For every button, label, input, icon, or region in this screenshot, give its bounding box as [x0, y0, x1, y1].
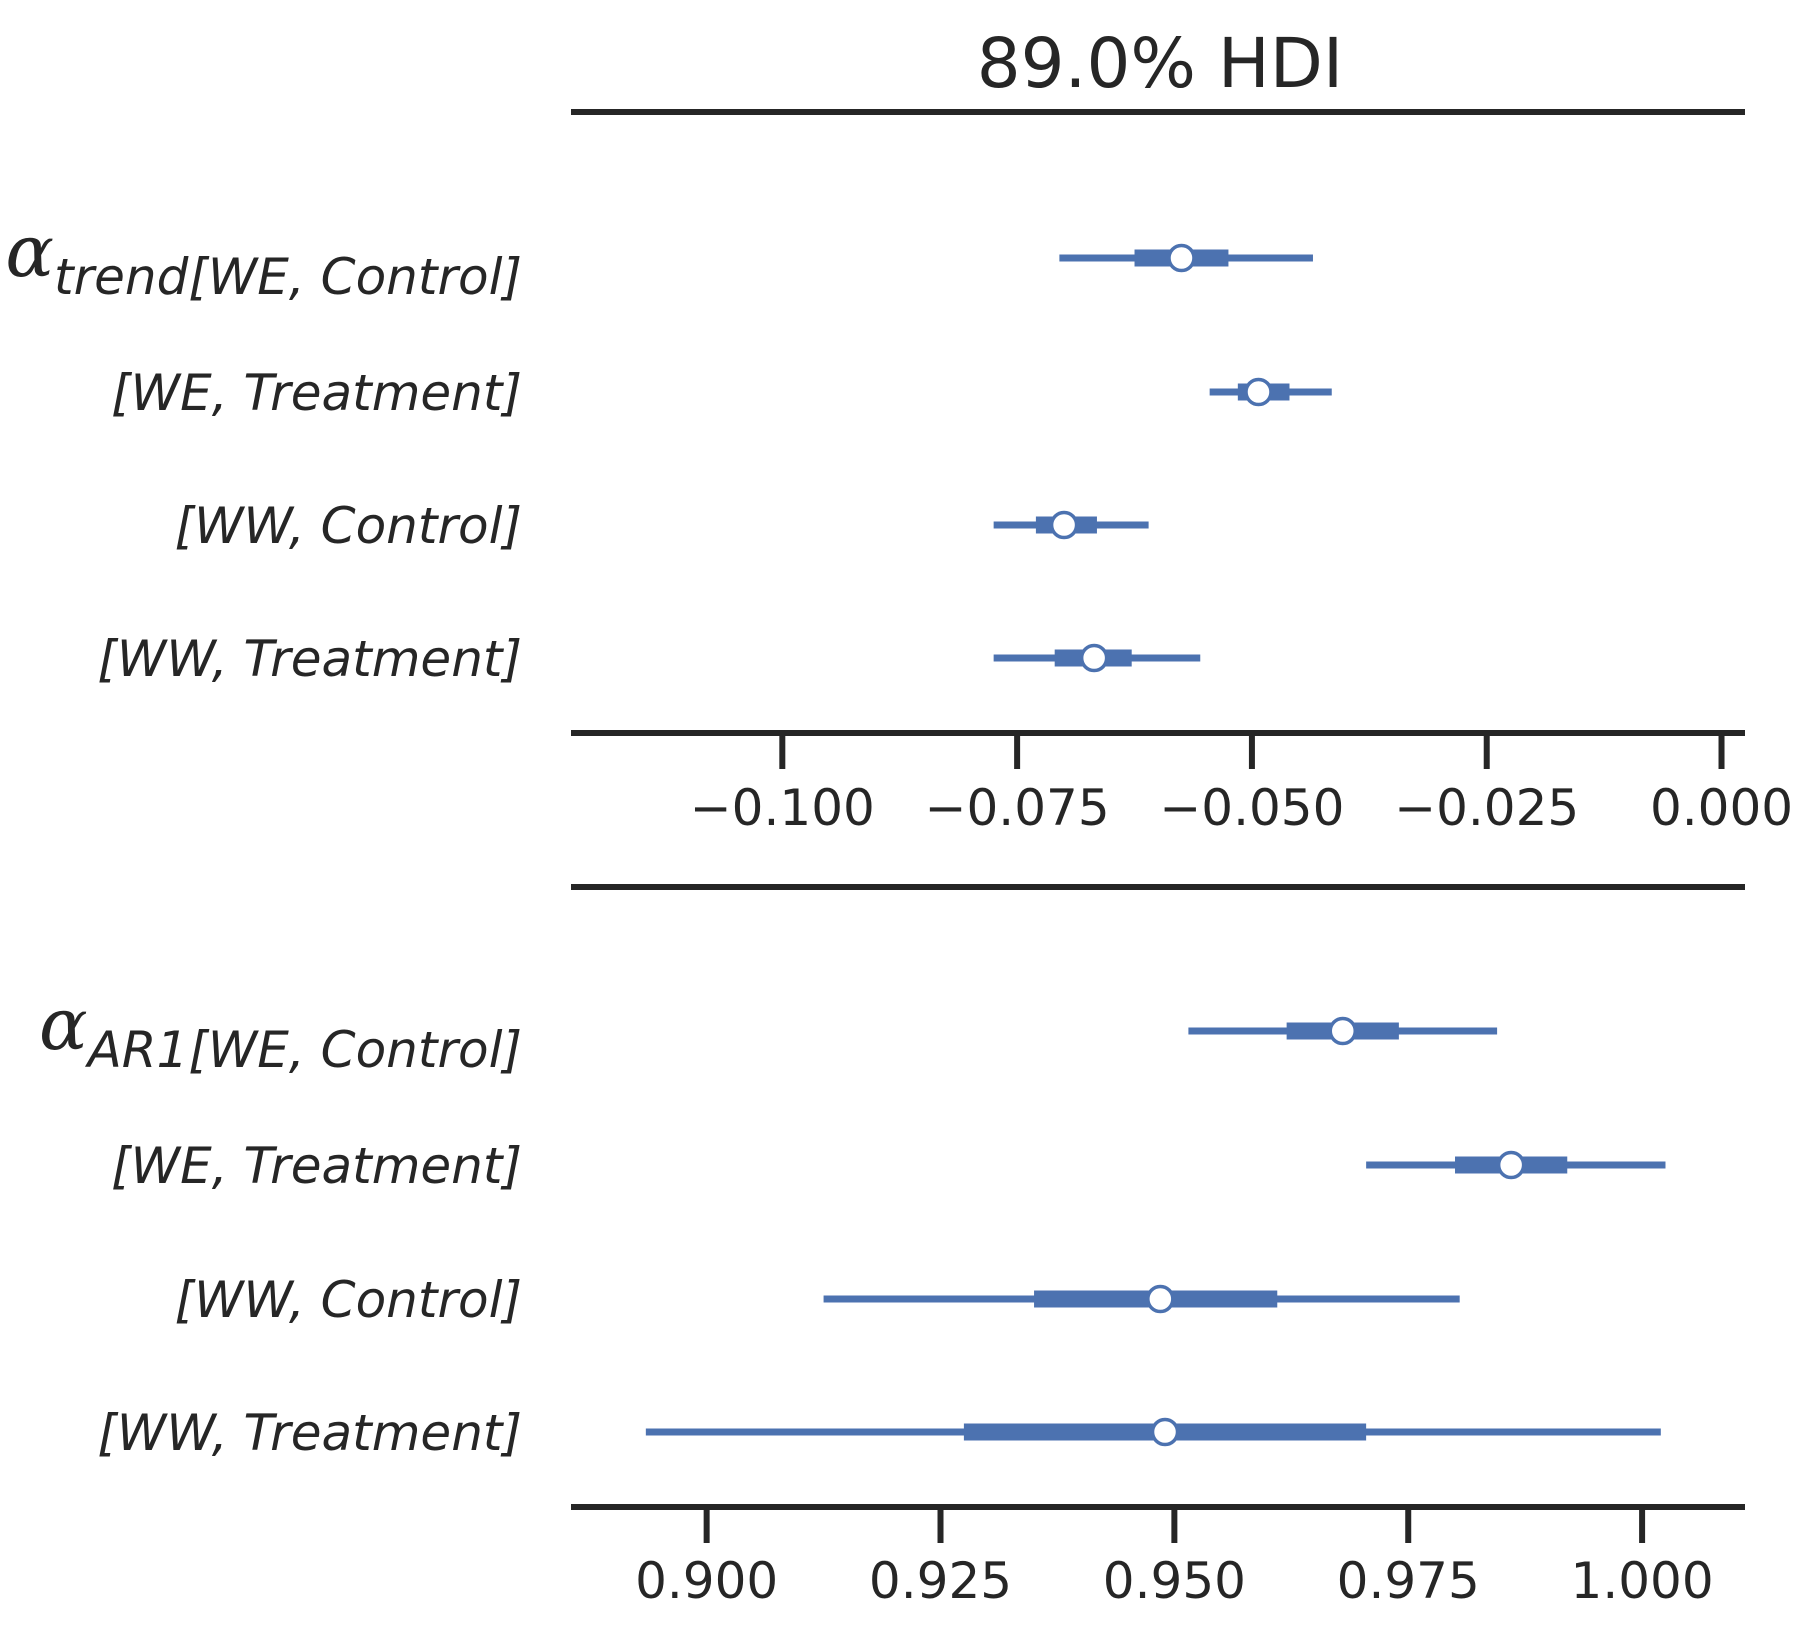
median-point: [1496, 1150, 1526, 1180]
row-label: [WE, Treatment]: [111, 1137, 522, 1195]
chart-title: 89.0% HDI: [977, 24, 1344, 104]
row-label: [WW, Control]: [175, 1271, 522, 1329]
x-tick-label: 1.000: [1571, 1552, 1714, 1610]
alpha-symbol: α: [5, 209, 54, 293]
row-label: [WE, Control]: [188, 1021, 522, 1079]
row-label: [WW, Treatment]: [97, 1404, 522, 1462]
median-point: [1150, 1417, 1180, 1447]
x-tick-label: 0.950: [1103, 1552, 1246, 1610]
x-tick-label: 0.000: [1650, 779, 1793, 837]
median-point: [1244, 377, 1273, 407]
row-label: [WW, Treatment]: [97, 630, 522, 688]
variable-subscript: AR1: [85, 1021, 189, 1079]
y-label-row: αtrend[WE, Control]: [5, 209, 522, 306]
median-point: [1049, 510, 1079, 540]
x-tick-label: 0.900: [635, 1552, 778, 1610]
x-tick-label: −0.025: [1394, 779, 1579, 837]
x-tick-label: −0.050: [1159, 779, 1344, 837]
row-label: [WE, Treatment]: [111, 364, 522, 422]
x-tick-label: 0.925: [869, 1552, 1012, 1610]
variable-subscript: trend: [54, 248, 189, 306]
x-tick-label: −0.075: [925, 779, 1110, 837]
row-label: [WW, Control]: [175, 497, 522, 555]
median-point: [1146, 1284, 1175, 1314]
median-point: [1079, 643, 1109, 673]
y-label-row: αAR1[WE, Control]: [39, 982, 522, 1079]
x-tick-label: 0.975: [1337, 1552, 1480, 1610]
panel-alpha-trend: −0.100 −0.075 −0.050 −0.025 0.000αtrend[WE, …: [5, 109, 1793, 837]
median-point: [1167, 243, 1196, 273]
x-tick-label: −0.100: [690, 779, 875, 837]
panel-alpha-ar1: 0.900 0.925 0.950 0.975 1.000 αAR1[WE, Contro…: [39, 884, 1745, 1610]
median-point: [1328, 1016, 1358, 1046]
row-label: [WE, Control]: [188, 248, 522, 306]
alpha-symbol: α: [39, 982, 88, 1066]
